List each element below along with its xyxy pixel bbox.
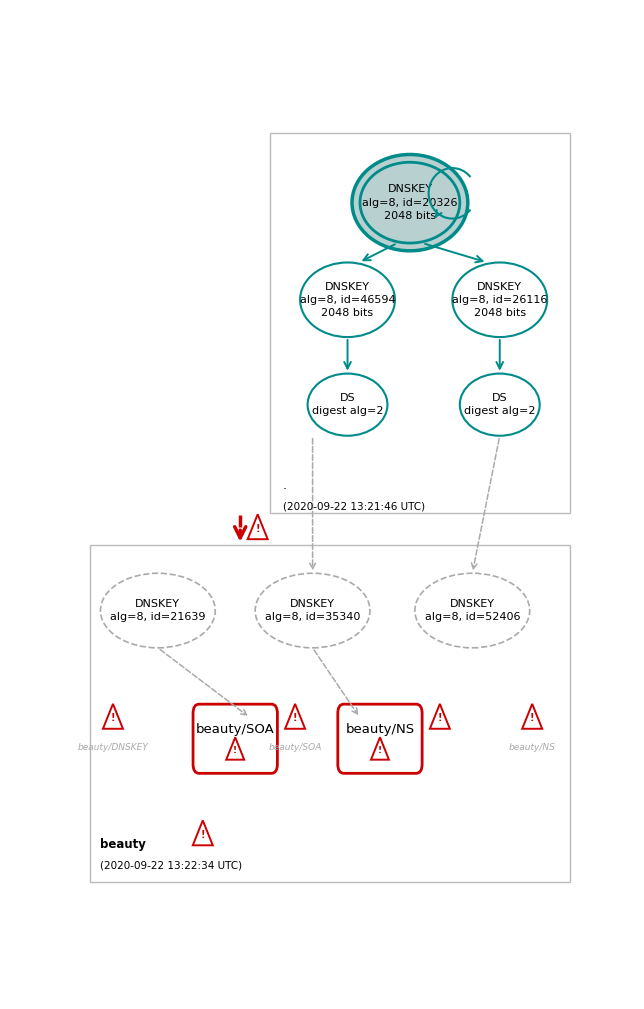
Text: DNSKEY
alg=8, id=20326
2048 bits: DNSKEY alg=8, id=20326 2048 bits (362, 185, 458, 221)
Text: !: ! (256, 524, 260, 534)
Text: !: ! (111, 713, 115, 723)
Text: beauty: beauty (100, 838, 146, 852)
FancyBboxPatch shape (338, 704, 422, 773)
Text: .: . (283, 479, 287, 492)
Text: !: ! (233, 746, 237, 755)
Ellipse shape (308, 373, 388, 436)
Ellipse shape (255, 573, 370, 648)
Text: beauty/DNSKEY: beauty/DNSKEY (77, 743, 148, 752)
Polygon shape (193, 820, 213, 846)
Text: DNSKEY
alg=8, id=52406: DNSKEY alg=8, id=52406 (424, 599, 520, 623)
FancyBboxPatch shape (90, 545, 569, 883)
Text: DNSKEY
alg=8, id=35340: DNSKEY alg=8, id=35340 (265, 599, 360, 623)
Text: beauty/NS: beauty/NS (509, 743, 556, 752)
Text: DNSKEY
alg=8, id=46594
2048 bits: DNSKEY alg=8, id=46594 2048 bits (299, 282, 395, 318)
Ellipse shape (452, 262, 547, 337)
Text: (2020-09-22 13:21:46 UTC): (2020-09-22 13:21:46 UTC) (283, 501, 425, 512)
Text: beauty/SOA: beauty/SOA (269, 743, 322, 752)
Ellipse shape (360, 162, 460, 243)
Polygon shape (522, 704, 542, 728)
Ellipse shape (415, 573, 529, 648)
Polygon shape (371, 738, 389, 760)
Text: !: ! (200, 829, 205, 839)
Ellipse shape (352, 154, 468, 251)
Text: !: ! (530, 713, 535, 723)
Polygon shape (285, 704, 305, 728)
Ellipse shape (300, 262, 395, 337)
Ellipse shape (100, 573, 215, 648)
Text: DS
digest alg=2: DS digest alg=2 (312, 394, 383, 417)
FancyBboxPatch shape (270, 133, 569, 514)
Text: DNSKEY
alg=8, id=26116
2048 bits: DNSKEY alg=8, id=26116 2048 bits (452, 282, 547, 318)
Polygon shape (103, 704, 123, 728)
Text: (2020-09-22 13:22:34 UTC): (2020-09-22 13:22:34 UTC) (100, 861, 243, 871)
Polygon shape (248, 515, 268, 539)
FancyBboxPatch shape (193, 704, 278, 773)
Text: DNSKEY
alg=8, id=21639: DNSKEY alg=8, id=21639 (110, 599, 205, 623)
Text: DS
digest alg=2: DS digest alg=2 (464, 394, 536, 417)
Ellipse shape (460, 373, 540, 436)
Text: !: ! (438, 713, 442, 723)
Text: !: ! (378, 746, 382, 755)
Polygon shape (430, 704, 450, 728)
Text: beauty/NS: beauty/NS (345, 722, 415, 736)
Polygon shape (226, 738, 244, 760)
Text: !: ! (293, 713, 298, 723)
Text: beauty/SOA: beauty/SOA (196, 722, 274, 736)
